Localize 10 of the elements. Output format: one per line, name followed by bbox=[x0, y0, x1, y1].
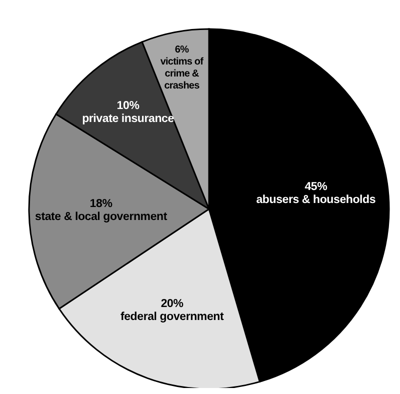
slice-label: state & local government bbox=[35, 211, 168, 224]
data-label: 20% bbox=[160, 298, 184, 310]
slice-label: federal government bbox=[120, 310, 224, 323]
data-label: 45% bbox=[304, 181, 328, 194]
data-label: 10% bbox=[116, 100, 140, 112]
slice-label: victims of crime & crashes bbox=[160, 56, 204, 92]
data-label: 18% bbox=[90, 198, 112, 210]
data-label: 6% bbox=[174, 44, 190, 56]
slice-label: private insurance bbox=[82, 112, 174, 125]
slice-label: abusers & households bbox=[256, 194, 376, 206]
